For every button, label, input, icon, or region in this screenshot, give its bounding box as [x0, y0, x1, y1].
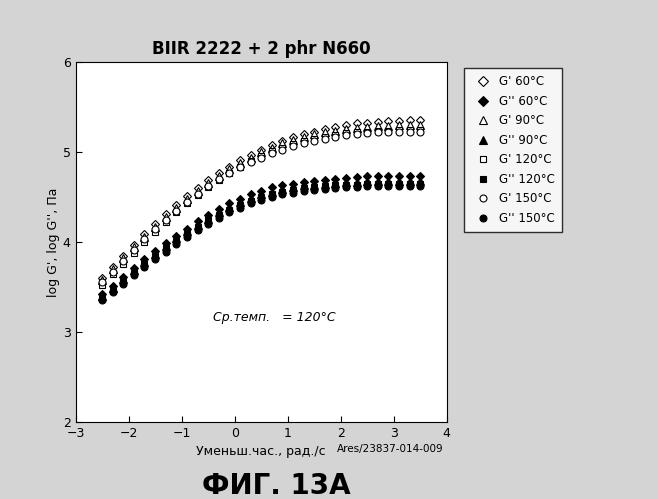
Y-axis label: log G', log G'', Па: log G', log G'', Па: [47, 187, 60, 297]
Text: Ares/23837-014-009: Ares/23837-014-009: [337, 444, 443, 454]
Text: Ср.темп.   = 120°C: Ср.темп. = 120°C: [213, 311, 336, 324]
Text: ФИГ. 13А: ФИГ. 13А: [202, 472, 350, 499]
Legend: G' 60°C, G'' 60°C, G' 90°C, G'' 90°C, G' 120°C, G'' 120°C, G' 150°C, G'' 150°C: G' 60°C, G'' 60°C, G' 90°C, G'' 90°C, G'…: [464, 68, 562, 232]
X-axis label: Уменьш.час., рад./с: Уменьш.час., рад./с: [196, 445, 326, 458]
Title: BIIR 2222 + 2 phr N660: BIIR 2222 + 2 phr N660: [152, 40, 371, 58]
